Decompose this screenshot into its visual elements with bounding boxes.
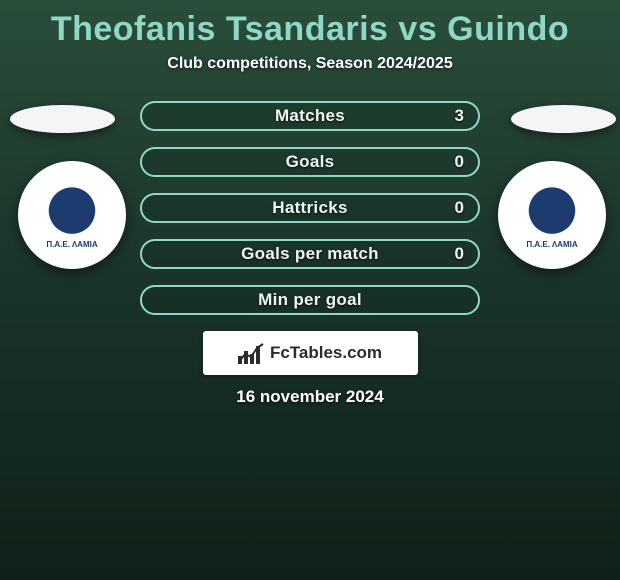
stat-label: Min per goal [258, 290, 362, 310]
brand-badge[interactable]: FcTables.com [203, 331, 418, 375]
trend-line-icon [238, 342, 264, 364]
stat-row-matches: Matches 3 [140, 101, 480, 131]
date-label: 16 november 2024 [0, 387, 620, 407]
stat-label: Goals per match [241, 244, 379, 264]
stat-row-hattricks: Hattricks 0 [140, 193, 480, 223]
brand-text: FcTables.com [270, 343, 382, 363]
club-badge-left: Π.Α.Ε. ΛΑΜΙΑ [18, 161, 126, 269]
player-avatar-right [511, 105, 616, 133]
club-badge-right: Π.Α.Ε. ΛΑΜΙΑ [498, 161, 606, 269]
stat-right-value: 3 [455, 106, 464, 126]
stats-list: Matches 3 Goals 0 Hattricks 0 Goals per … [140, 91, 480, 315]
stat-right-value: 0 [455, 244, 464, 264]
page-subtitle: Club competitions, Season 2024/2025 [0, 55, 620, 91]
club-badge-right-label: Π.Α.Ε. ΛΑΜΙΑ [508, 171, 596, 259]
stat-label: Goals [286, 152, 335, 172]
stat-right-value: 0 [455, 198, 464, 218]
stat-row-goals-per-match: Goals per match 0 [140, 239, 480, 269]
player-avatar-left [10, 105, 115, 133]
club-badge-left-label: Π.Α.Ε. ΛΑΜΙΑ [28, 171, 116, 259]
comparison-card: Theofanis Tsandaris vs Guindo Club compe… [0, 0, 620, 407]
stat-label: Hattricks [272, 198, 347, 218]
main-area: Π.Α.Ε. ΛΑΜΙΑ Π.Α.Ε. ΛΑΜΙΑ Matches 3 Goal… [0, 91, 620, 407]
stat-row-min-per-goal: Min per goal [140, 285, 480, 315]
stat-right-value: 0 [455, 152, 464, 172]
stat-row-goals: Goals 0 [140, 147, 480, 177]
page-title: Theofanis Tsandaris vs Guindo [0, 0, 620, 55]
bar-chart-icon [238, 342, 264, 364]
stat-label: Matches [275, 106, 345, 126]
